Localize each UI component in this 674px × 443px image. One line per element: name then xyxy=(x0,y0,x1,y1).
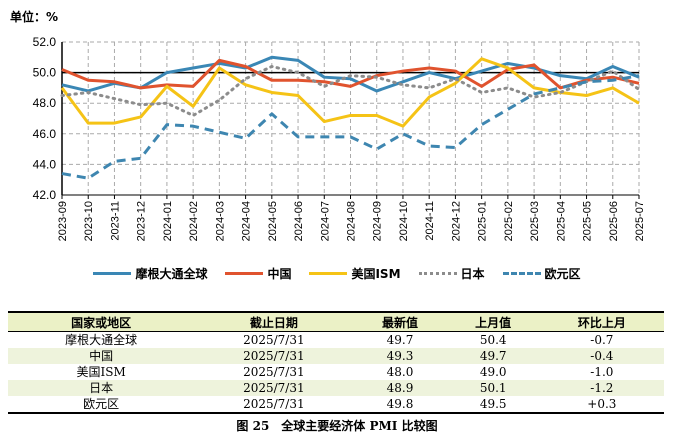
table-cell: +0.3 xyxy=(539,396,664,414)
table-cell: 2025/7/31 xyxy=(194,380,354,396)
table-row: 日本 2025/7/31 48.9 50.1 -1.2 xyxy=(8,380,664,396)
x-tick-label: 2025-01 xyxy=(477,201,489,241)
y-tick-label: 46.0 xyxy=(33,127,57,141)
x-tick-label: 2025-02 xyxy=(503,201,515,241)
series-line-1 xyxy=(61,58,640,90)
x-tick-label: 2024-10 xyxy=(398,201,410,241)
legend: 摩根大通全球 中国 美国ISM 日本 欧元区 xyxy=(0,265,674,282)
x-tick-label: 2023-10 xyxy=(83,201,95,241)
x-tick-label: 2024-01 xyxy=(162,201,174,241)
legend-swatch xyxy=(225,272,264,275)
table-cell: 48.0 xyxy=(386,365,414,379)
table-cell: 50.4 xyxy=(479,333,507,347)
x-tick-label: 2025-04 xyxy=(555,201,567,241)
column-header: 上月值 xyxy=(446,311,540,332)
table-cell: 49.7 xyxy=(386,333,414,347)
legend-label: 美国ISM xyxy=(351,267,401,281)
table-cell: 48.9 xyxy=(353,380,447,396)
series-line-4 xyxy=(61,74,640,180)
table-cell: 欧元区 xyxy=(8,396,195,414)
column-header: 环比上月 xyxy=(539,311,664,332)
x-tick-label: 2024-02 xyxy=(188,201,200,241)
table-cell: -1.0 xyxy=(590,365,614,379)
x-tick-label: 2023-11 xyxy=(109,201,121,241)
table-cell: 49.0 xyxy=(479,365,507,379)
series-line-2 xyxy=(60,57,640,128)
x-tick-label: 2025-07 xyxy=(634,201,646,241)
legend-item: 日本 xyxy=(418,265,485,282)
legend-label: 日本 xyxy=(460,267,485,281)
legend-item: 欧元区 xyxy=(502,265,581,282)
y-tick-label: 50.0 xyxy=(33,66,57,80)
x-tick-label: 2023-09 xyxy=(57,201,69,241)
table-cell: 49.7 xyxy=(446,348,540,364)
x-tick-label: 2025-03 xyxy=(529,201,541,241)
column-header: 截止日期 xyxy=(194,311,354,332)
table-cell: 50.1 xyxy=(446,380,540,396)
table-cell: -1.2 xyxy=(539,380,664,396)
table-cell: 2025/7/31 xyxy=(194,348,354,364)
legend-swatch xyxy=(502,272,541,275)
legend-item: 美国ISM xyxy=(309,265,401,282)
table-cell: 2025/7/31 xyxy=(243,365,305,379)
legend-item: 摩根大通全球 xyxy=(93,265,207,282)
legend-label: 中国 xyxy=(267,267,292,281)
figure-caption: 图 25 全球主要经济体 PMI 比较图 xyxy=(236,419,438,433)
legend-swatch xyxy=(309,272,348,275)
y-tick-label: 44.0 xyxy=(33,157,57,171)
legend-item: 中国 xyxy=(225,265,291,282)
unit-label: 单位：% xyxy=(10,10,59,24)
x-tick-label: 2024-04 xyxy=(241,201,253,241)
table-row: 美国ISM 2025/7/31 48.0 49.0 -1.0 xyxy=(8,364,664,380)
column-header: 国家或地区 xyxy=(8,311,195,332)
legend-label: 摩根大通全球 xyxy=(135,267,208,281)
x-tick-label: 2024-07 xyxy=(319,201,331,241)
table-header-row: 国家或地区 截止日期 最新值 上月值 环比上月 xyxy=(8,311,664,332)
series-line-0 xyxy=(61,55,640,93)
table-row: 摩根大通全球 2025/7/31 49.7 50.4 -0.7 xyxy=(8,332,664,349)
x-tick-label: 2024-12 xyxy=(450,201,462,241)
legend-swatch xyxy=(418,272,457,275)
table-cell: 2025/7/31 xyxy=(243,333,305,347)
y-tick-label: 48.0 xyxy=(33,96,57,110)
table-cell: -0.4 xyxy=(539,348,664,364)
x-tick-label: 2024-03 xyxy=(214,201,226,241)
x-tick-label: 2025-06 xyxy=(608,201,620,241)
y-tick-label: 42.0 xyxy=(33,188,57,202)
x-tick-label: 2024-08 xyxy=(346,201,358,241)
table-cell: 中国 xyxy=(8,348,195,364)
table-cell: 美国ISM xyxy=(76,365,126,379)
pmi-line-chart: 42.0 44.0 46.0 48.0 50.0 52.0 2023-09 2023-10 20… xyxy=(33,35,646,241)
x-tick-label: 2024-11 xyxy=(424,201,436,241)
table-cell: 摩根大通全球 xyxy=(65,333,138,347)
legend-label: 欧元区 xyxy=(544,267,581,281)
x-tick-label: 2024-09 xyxy=(372,201,384,241)
y-tick-label: 52.0 xyxy=(33,35,57,49)
table-cell: -0.7 xyxy=(590,333,614,347)
table-cell: 2025/7/31 xyxy=(194,396,354,414)
table-row: 中国 2025/7/31 49.3 49.7 -0.4 xyxy=(8,348,664,364)
legend-swatch xyxy=(93,272,132,275)
x-tick-label: 2025-05 xyxy=(582,201,594,241)
table-cell: 49.8 xyxy=(353,396,447,414)
x-tick-label: 2024-05 xyxy=(267,201,279,241)
pmi-table: 国家或地区 截止日期 最新值 上月值 环比上月 摩根大通全球 2025/7/31 49.7 5… xyxy=(8,311,664,414)
table-cell: 日本 xyxy=(8,380,195,396)
x-tick-label: 2023-12 xyxy=(136,201,148,241)
table-row: 欧元区 2025/7/31 49.8 49.5 +0.3 xyxy=(8,396,664,414)
table-cell: 49.5 xyxy=(446,396,540,414)
x-tick-label: 2024-06 xyxy=(293,201,305,241)
series-line-3 xyxy=(60,64,641,117)
table-cell: 49.3 xyxy=(353,348,447,364)
column-header: 最新值 xyxy=(353,311,447,332)
